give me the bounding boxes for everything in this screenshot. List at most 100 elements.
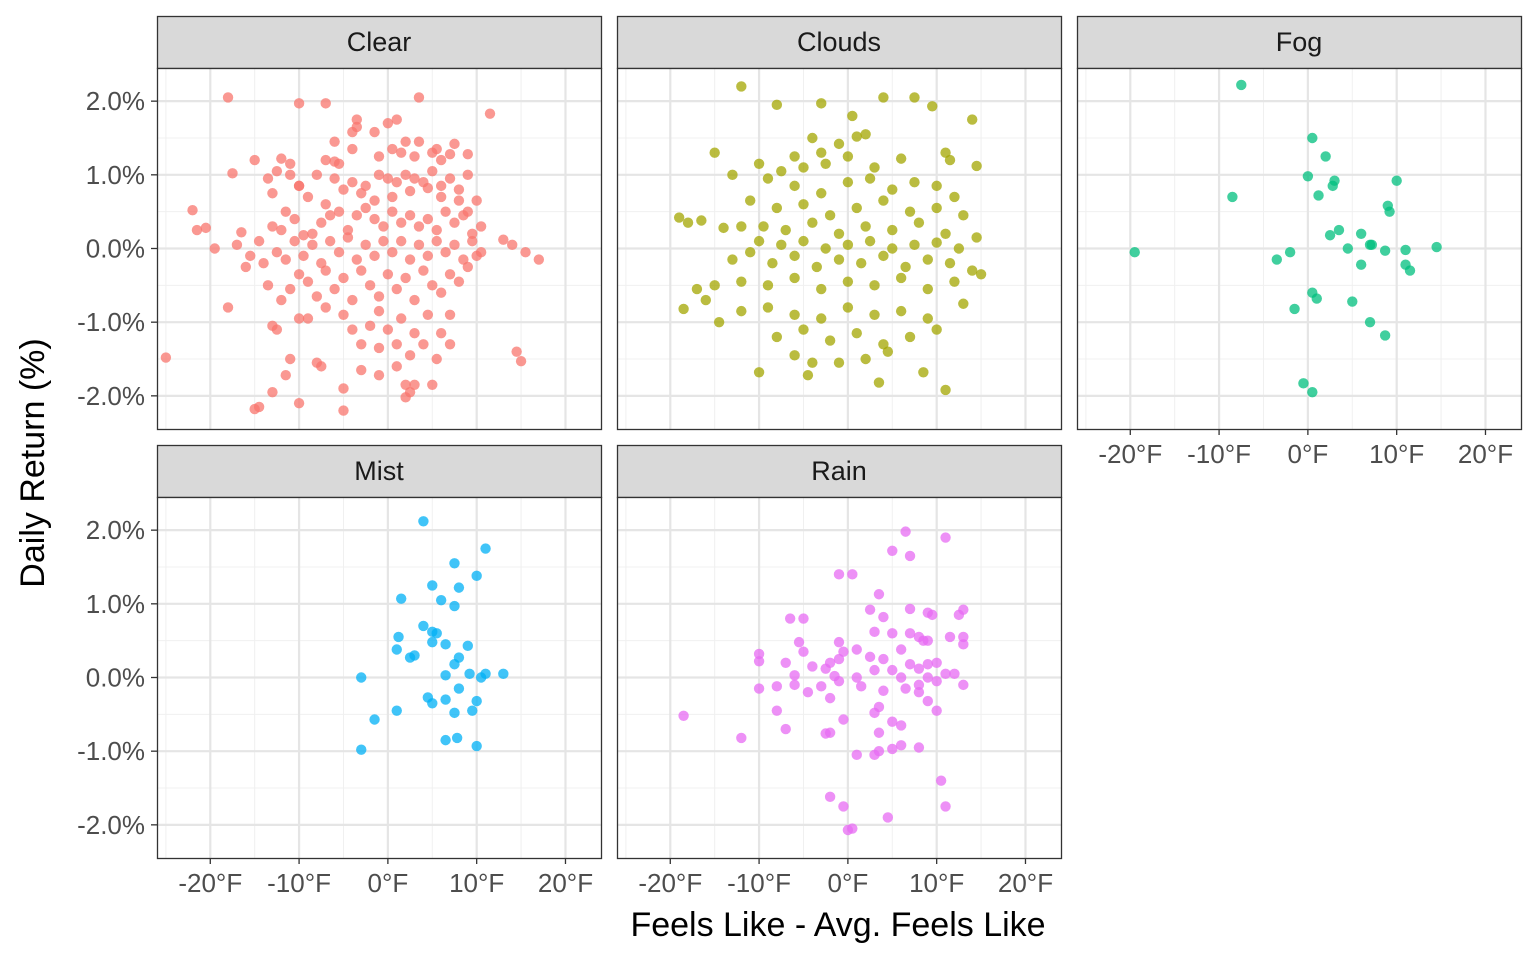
- data-point: [878, 195, 889, 206]
- data-point: [913, 742, 925, 753]
- data-point: [895, 153, 907, 164]
- data-point: [511, 346, 522, 357]
- data-point: [369, 250, 380, 262]
- data-point: [847, 823, 858, 834]
- data-point: [191, 224, 203, 236]
- data-point: [913, 663, 925, 674]
- data-point: [373, 370, 385, 381]
- data-point: [678, 710, 689, 722]
- x-tick-label: -20°F: [638, 868, 702, 898]
- data-point: [298, 230, 309, 241]
- data-point: [236, 227, 247, 238]
- data-point: [958, 679, 969, 691]
- data-point: [413, 136, 425, 147]
- data-point: [816, 313, 827, 324]
- data-point: [745, 195, 756, 206]
- data-point: [351, 114, 362, 125]
- data-point: [833, 254, 845, 265]
- data-point: [736, 276, 747, 287]
- data-point: [271, 246, 283, 258]
- facet-clouds: Clouds: [616, 15, 1063, 431]
- data-point: [396, 593, 407, 604]
- data-point: [369, 714, 380, 725]
- panel-border: [156, 496, 603, 860]
- data-point: [453, 582, 465, 593]
- data-point: [462, 261, 473, 273]
- data-point: [276, 294, 287, 306]
- data-point: [471, 195, 482, 206]
- data-point: [427, 147, 438, 158]
- data-point: [904, 628, 916, 639]
- data-point: [431, 628, 442, 639]
- y-tick-label: -1.0%: [77, 307, 145, 337]
- data-point: [507, 239, 518, 251]
- data-point: [280, 206, 291, 217]
- data-point: [798, 162, 809, 173]
- data-point: [311, 169, 323, 181]
- data-point: [364, 280, 376, 291]
- y-tick-label: 1.0%: [86, 589, 145, 619]
- data-point: [280, 370, 291, 381]
- data-point: [289, 213, 300, 225]
- data-point: [440, 206, 451, 217]
- data-point: [753, 158, 765, 169]
- data-point: [391, 114, 402, 125]
- facet-title: Rain: [811, 456, 867, 486]
- data-point: [922, 659, 933, 670]
- data-point: [1129, 246, 1140, 258]
- data-point: [780, 224, 791, 236]
- data-point: [356, 364, 367, 376]
- data-point: [285, 158, 296, 169]
- data-point: [833, 228, 845, 239]
- data-point: [931, 202, 942, 214]
- data-point: [1320, 151, 1331, 162]
- x-tick-label: 20°F: [538, 868, 593, 898]
- data-point: [771, 99, 783, 111]
- data-point: [413, 221, 425, 232]
- y-tick-label: 0.0%: [86, 663, 145, 693]
- data-point: [471, 740, 482, 752]
- data-point: [967, 114, 978, 125]
- data-point: [864, 604, 876, 615]
- data-point: [409, 328, 420, 339]
- data-point: [940, 384, 951, 396]
- data-point: [258, 258, 269, 269]
- x-tick-label: -20°F: [178, 868, 242, 898]
- data-point: [913, 687, 925, 698]
- data-point: [440, 639, 451, 650]
- data-point: [464, 668, 475, 680]
- data-point: [427, 580, 438, 591]
- data-point: [449, 217, 460, 228]
- data-point: [864, 173, 876, 184]
- data-point: [324, 210, 336, 221]
- data-point: [1289, 303, 1300, 315]
- data-point: [922, 635, 933, 646]
- data-point: [396, 147, 407, 158]
- data-point: [222, 302, 234, 313]
- data-point: [949, 191, 960, 203]
- data-point: [413, 92, 425, 103]
- data-point: [944, 631, 956, 643]
- data-point: [771, 681, 783, 692]
- data-point: [351, 254, 362, 265]
- data-point: [878, 250, 889, 262]
- data-point: [471, 695, 482, 707]
- data-point: [904, 659, 916, 670]
- data-point: [462, 169, 473, 181]
- data-point: [422, 213, 434, 225]
- data-point: [1307, 132, 1318, 144]
- data-point: [267, 188, 278, 199]
- data-point: [462, 640, 473, 652]
- data-point: [709, 280, 720, 291]
- data-point: [249, 154, 260, 166]
- data-point: [789, 309, 800, 321]
- data-point: [435, 287, 447, 298]
- data-point: [851, 131, 862, 142]
- data-point: [927, 101, 938, 112]
- data-point: [409, 173, 420, 184]
- data-point: [453, 195, 465, 206]
- data-point: [771, 331, 783, 343]
- facet-strip: [616, 15, 1063, 70]
- facet-clear: Clear -2.0% -1.0% 0.0% 1.0% 2.0%: [77, 15, 603, 431]
- data-point: [753, 367, 765, 378]
